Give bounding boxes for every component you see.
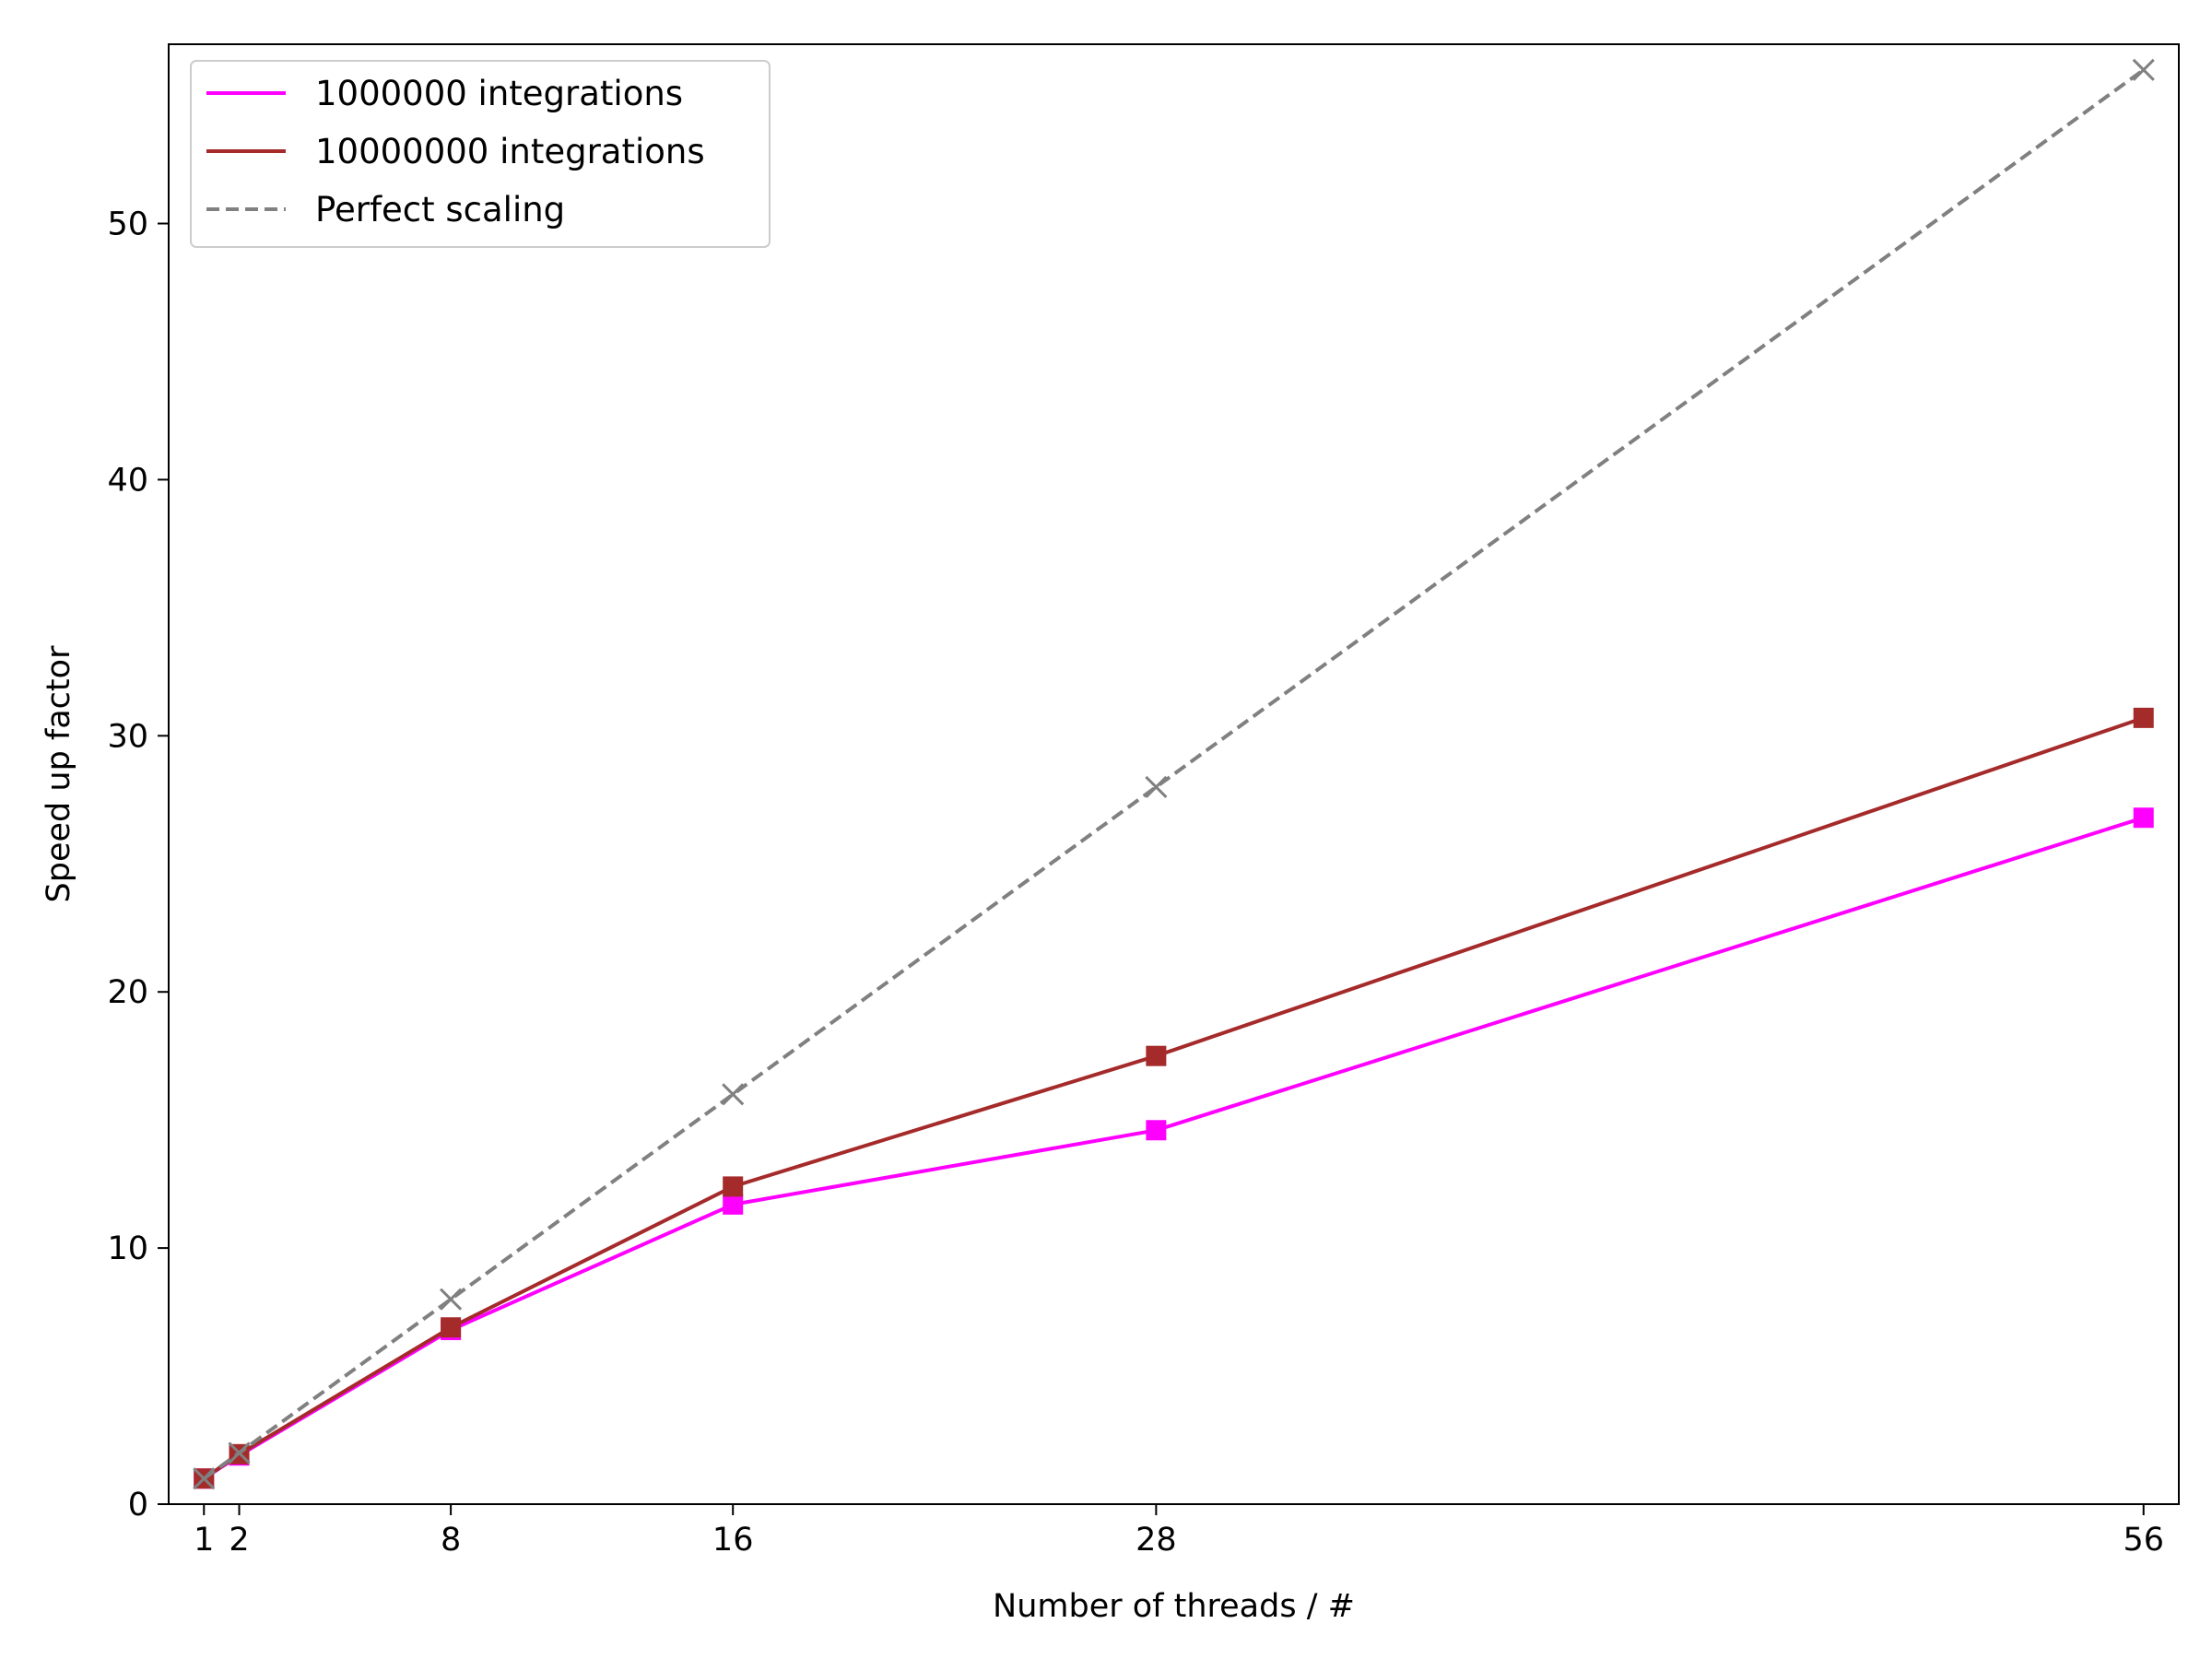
x-tick-label: 8 bbox=[441, 1522, 461, 1559]
series-perfect-scaling bbox=[193, 58, 2155, 1490]
legend-box bbox=[190, 60, 771, 248]
x-axis: 1 2 8 16 28 56 bbox=[194, 1504, 2164, 1559]
data-point bbox=[228, 1441, 251, 1465]
data-point bbox=[440, 1288, 463, 1311]
legend-item: 10000000 integrations bbox=[206, 132, 705, 171]
data-point bbox=[723, 1176, 744, 1197]
y-tick-label: 0 bbox=[128, 1487, 148, 1524]
y-tick-label: 50 bbox=[107, 206, 148, 243]
legend-item: 1000000 integrations bbox=[206, 74, 683, 113]
data-point bbox=[1145, 775, 1168, 798]
series-layer bbox=[193, 58, 2155, 1490]
data-point bbox=[441, 1317, 462, 1338]
x-axis-label: Number of threads / # bbox=[993, 1588, 1355, 1625]
data-point bbox=[723, 1194, 744, 1215]
legend-label: 1000000 integrations bbox=[315, 74, 683, 113]
y-tick-label: 10 bbox=[107, 1230, 148, 1267]
y-axis: 0 10 20 30 40 50 bbox=[107, 206, 169, 1524]
data-point bbox=[722, 1083, 745, 1106]
series-line bbox=[203, 68, 2145, 1480]
data-point bbox=[2133, 807, 2154, 829]
legend-label: 10000000 integrations bbox=[315, 132, 705, 171]
data-point bbox=[2132, 58, 2155, 81]
x-tick-label: 2 bbox=[229, 1522, 249, 1559]
data-point bbox=[2133, 707, 2154, 728]
legend-label: Perfect scaling bbox=[315, 190, 565, 229]
y-axis-label: Speed up factor bbox=[41, 645, 77, 903]
data-point bbox=[1146, 1045, 1167, 1066]
x-tick-label: 28 bbox=[1135, 1522, 1177, 1559]
y-tick-label: 40 bbox=[107, 462, 148, 499]
data-point bbox=[1146, 1120, 1167, 1141]
x-tick-label: 16 bbox=[712, 1522, 754, 1559]
legend: 1000000 integrations 10000000 integration… bbox=[190, 60, 771, 248]
x-tick-label: 56 bbox=[2123, 1522, 2164, 1559]
legend-item: Perfect scaling bbox=[206, 190, 565, 229]
plot-frame bbox=[168, 43, 2180, 1505]
x-tick-label: 1 bbox=[194, 1522, 214, 1559]
y-tick-label: 20 bbox=[107, 974, 148, 1011]
y-tick-label: 30 bbox=[107, 718, 148, 755]
data-point bbox=[193, 1467, 216, 1490]
